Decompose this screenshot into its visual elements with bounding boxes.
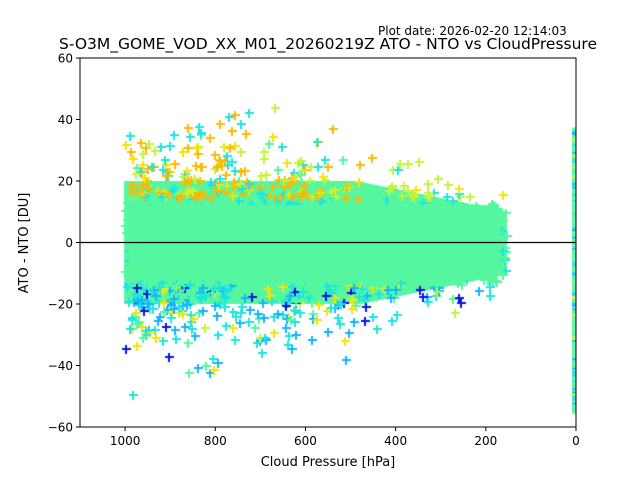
x-tick-label: 1000	[110, 434, 141, 448]
x-tick-label: 400	[384, 434, 407, 448]
y-tick-label: 20	[58, 175, 73, 189]
x-tick-label: 0	[572, 434, 580, 448]
y-tick-label: 0	[65, 236, 73, 250]
y-tick-label: −40	[48, 359, 73, 373]
y-axis-label: ATO - NTO [DU]	[17, 192, 32, 294]
x-tick-label: 600	[294, 434, 317, 448]
y-tick-label: 40	[58, 113, 73, 127]
x-tick-label: 800	[204, 434, 227, 448]
x-axis-label: Cloud Pressure [hPa]	[260, 455, 396, 470]
chart-title: S-O3M_GOME_VOD_XX_M01_20260219Z ATO - NT…	[58, 35, 597, 53]
plot-date: Plot date: 2026-02-20 12:14:03	[378, 24, 567, 38]
y-tick-label: −20	[48, 298, 73, 312]
y-tick-label: −60	[48, 421, 73, 435]
x-tick-label: 200	[474, 434, 497, 448]
y-tick-label: 60	[58, 52, 73, 66]
